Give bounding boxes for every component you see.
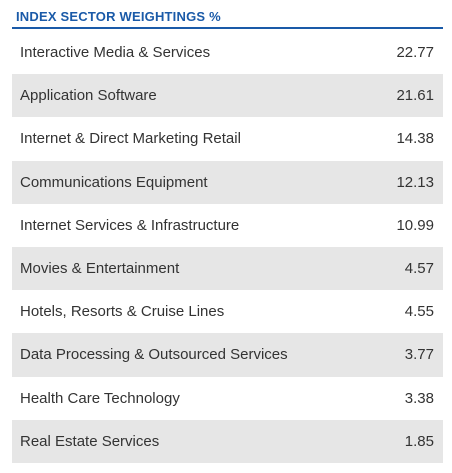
table-row: Movies & Entertainment 4.57 [12,246,443,291]
table-row: Hotels, Resorts & Cruise Lines 4.55 [12,290,443,333]
sector-name: Internet Services & Infrastructure [20,216,240,234]
sector-weight: 22.77 [396,44,434,61]
sector-weightings-table: Interactive Media & Services 22.77 Appli… [12,31,443,463]
sector-weight: 10.99 [396,216,434,234]
sector-name: Hotels, Resorts & Cruise Lines [20,303,225,321]
table-row: Internet Services & Infrastructure 10.99 [12,204,443,247]
table-row: Data Processing & Outsourced Services 3.… [12,333,443,377]
sector-weight: 3.38 [404,389,434,407]
section-title: INDEX SECTOR WEIGHTINGS % [16,9,221,24]
sector-name: Internet & Direct Marketing Retail [20,130,241,148]
section-header: INDEX SECTOR WEIGHTINGS % [12,0,443,29]
sector-name: Application Software [20,87,157,105]
sector-weight: 14.38 [396,130,434,148]
table-row: Application Software 21.61 [12,74,443,118]
sector-name: Data Processing & Outsourced Services [20,346,288,364]
table-row: Interactive Media & Services 22.77 [12,31,443,74]
sector-name: Health Care Technology [20,389,180,407]
sector-name: Interactive Media & Services [20,44,211,61]
sector-name: Communications Equipment [20,173,208,191]
table-row: Real Estate Services 1.85 [12,419,443,463]
sector-weight: 1.85 [404,432,434,450]
sector-weight: 4.57 [404,259,434,277]
sector-name: Movies & Entertainment [20,259,180,277]
table-row: Health Care Technology 3.38 [12,377,443,420]
table-row: Internet & Direct Marketing Retail 14.38 [12,117,443,160]
sector-weight: 4.55 [404,303,434,321]
table-row: Communications Equipment 12.13 [12,160,443,204]
sector-weight: 21.61 [396,87,434,105]
sector-name: Real Estate Services [20,432,160,450]
sector-weight: 12.13 [396,173,434,191]
sector-weight: 3.77 [404,346,434,364]
